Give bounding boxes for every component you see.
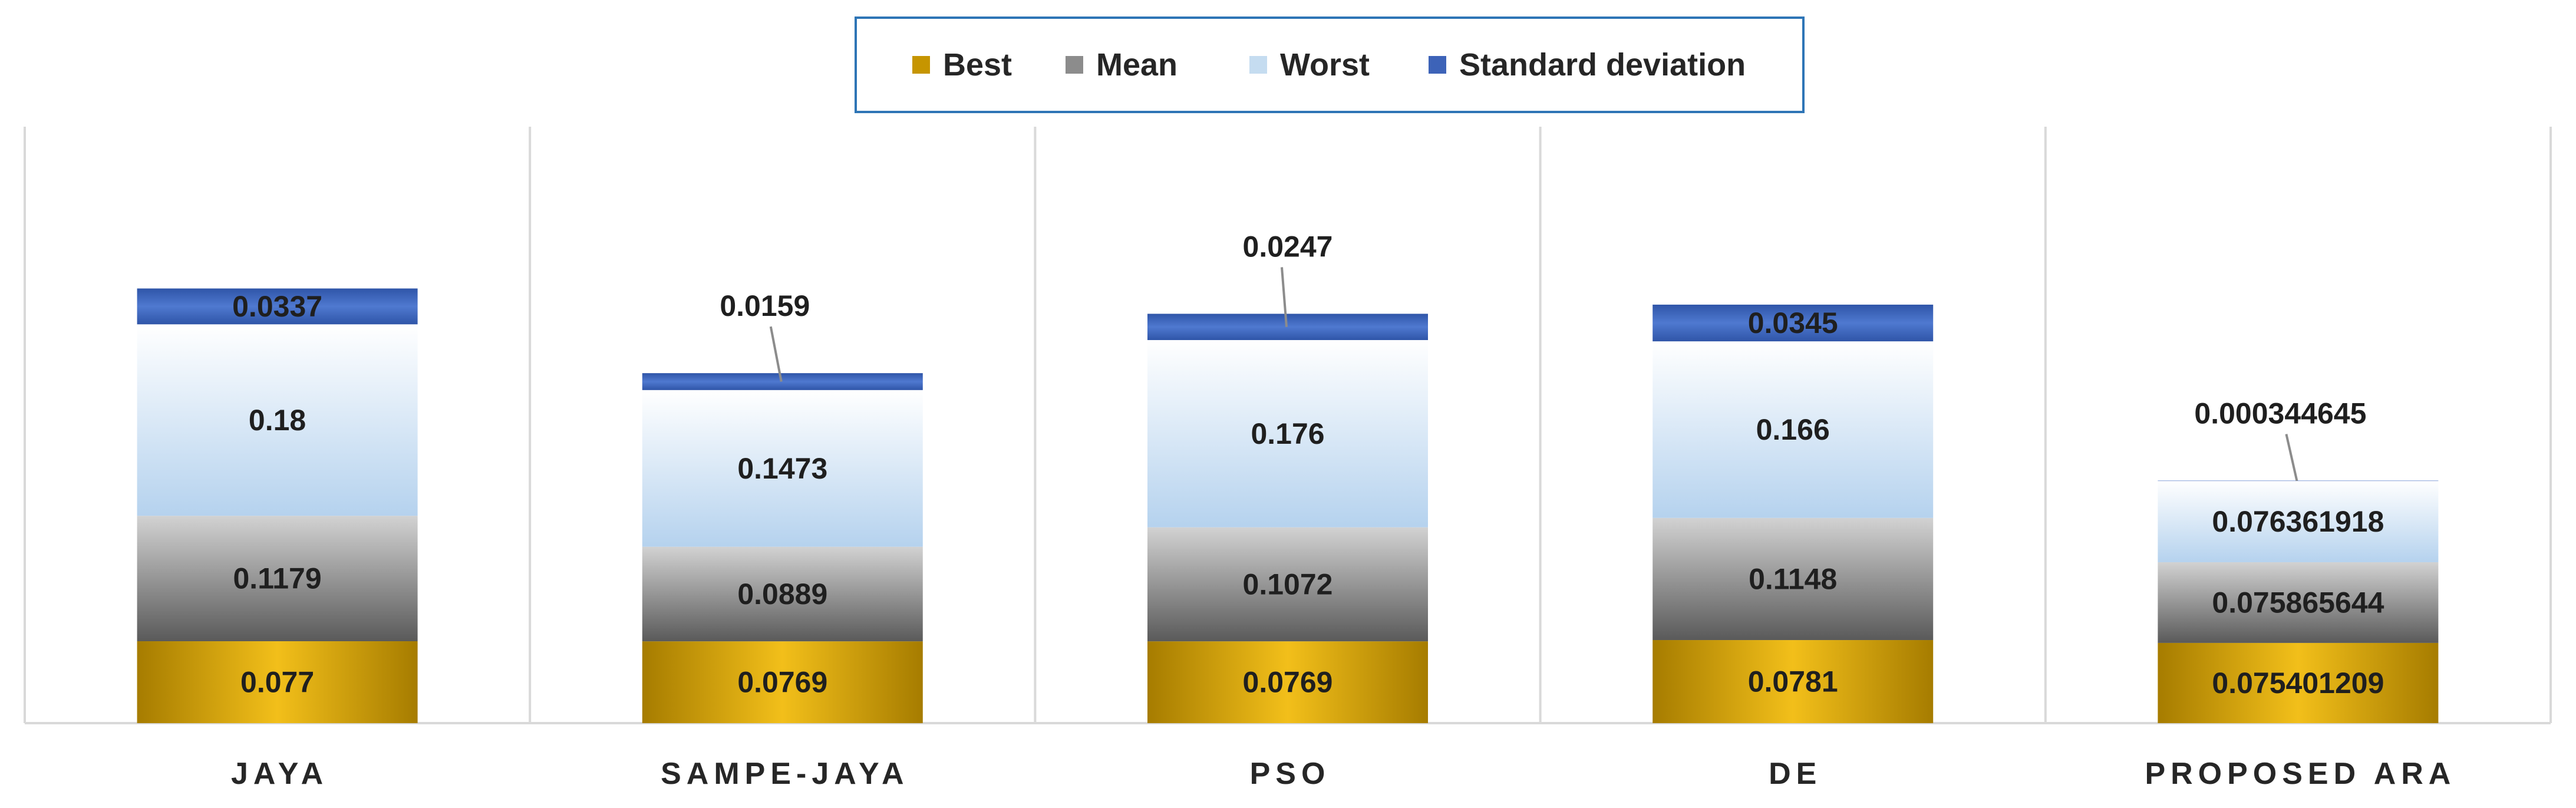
bar-stack-de: 0.0781 0.1148 0.166 0.0345 [1653, 304, 1934, 723]
bar-stack-sampe-jaya: 0.0769 0.0889 0.1473 0.0159 [642, 289, 923, 723]
bar-segment-standard-deviation [137, 288, 418, 325]
bar-segment-worst [2158, 481, 2439, 562]
data-label-standard-deviation: 0.0345 [1748, 306, 1838, 339]
data-label-best: 0.0781 [1748, 665, 1838, 698]
bar-segment-standard-deviation [1653, 304, 1934, 342]
legend-item-standard-deviation: Standard deviation [1429, 47, 1746, 83]
data-label-mean: 0.1072 [1243, 568, 1333, 601]
bar-segment-worst [1147, 340, 1428, 527]
bar-segment-mean [137, 516, 418, 642]
data-label-mean: 0.075865644 [2212, 586, 2384, 619]
plot-area: 0.0770.11790.180.03370.07690.08890.14730… [24, 127, 2552, 724]
bar-stack-proposed-ara: 0.075401209 0.075865644 0.076361918 0.00034… [2158, 397, 2439, 723]
legend-item-mean: Mean [1066, 47, 1177, 83]
data-label-best: 0.0769 [1243, 666, 1333, 699]
bar-segment-best [1147, 641, 1428, 723]
data-label-standard-deviation: 0.000344645 [2194, 397, 2366, 430]
label-leader-line [2285, 434, 2298, 481]
data-label-standard-deviation: 0.0337 [232, 290, 322, 323]
data-label-mean: 0.1148 [1749, 562, 1837, 595]
bar-segment-standard-deviation [642, 373, 923, 390]
data-label-worst: 0.166 [1756, 413, 1830, 446]
legend-swatch [1066, 56, 1083, 74]
data-label-standard-deviation: 0.0159 [720, 289, 810, 322]
legend-item-best: Best [912, 47, 1012, 83]
bar-segment-mean [1147, 527, 1428, 642]
data-label-best: 0.0769 [737, 666, 827, 699]
label-leader-line [1281, 267, 1288, 327]
category-label: JAYA [231, 757, 328, 791]
legend-item-worst: Worst [1249, 47, 1370, 83]
bar-segment-mean [1653, 517, 1934, 641]
data-label-standard-deviation: 0.0247 [1243, 230, 1333, 263]
legend-label: Worst [1280, 47, 1370, 83]
bar-segment-mean [2158, 562, 2439, 643]
data-label-worst: 0.1473 [737, 452, 827, 485]
data-label-worst: 0.176 [1251, 417, 1324, 450]
bar-segment-best [2158, 642, 2439, 723]
bar-segment-standard-deviation [1147, 314, 1428, 341]
legend-label: Standard deviation [1459, 47, 1746, 83]
category-label: PSO [1250, 757, 1331, 791]
bar-segment-best [642, 641, 923, 723]
category-label: SAMPE-JAYA [661, 757, 909, 791]
bar-segment-worst [1653, 341, 1934, 518]
chart-legend: Best Mean Worst Standard deviation [855, 17, 1805, 113]
bar-stack-jaya: 0.077 0.1179 0.18 0.0337 [137, 288, 418, 723]
data-label-mean: 0.1179 [233, 562, 322, 595]
data-label-best: 0.077 [240, 666, 314, 699]
bar-stack-pso: 0.0769 0.1072 0.176 0.0247 [1147, 230, 1428, 723]
data-label-best: 0.075401209 [2212, 667, 2384, 700]
bar-segment-mean [642, 546, 923, 642]
legend-swatch [1429, 56, 1446, 74]
legend-swatch [912, 56, 930, 74]
data-label-worst: 0.076361918 [2212, 505, 2384, 538]
category-label: PROPOSED ARA [2145, 757, 2456, 791]
bar-segment-best [137, 641, 418, 723]
legend-label: Best [943, 47, 1012, 83]
data-label-worst: 0.18 [249, 404, 306, 437]
legend-label: Mean [1096, 47, 1177, 83]
label-leader-line [769, 326, 783, 382]
bar-segment-worst [642, 390, 923, 547]
legend-frame [855, 17, 1805, 113]
bar-segment-worst [137, 324, 418, 516]
category-label: DE [1769, 757, 1822, 791]
legend-swatch [1249, 56, 1267, 74]
data-label-mean: 0.0889 [737, 578, 827, 611]
x-axis: JAYA SAMPE-JAYA PSO DE PROPOSED ARA [231, 757, 2456, 791]
bar-segment-best [1653, 640, 1934, 723]
